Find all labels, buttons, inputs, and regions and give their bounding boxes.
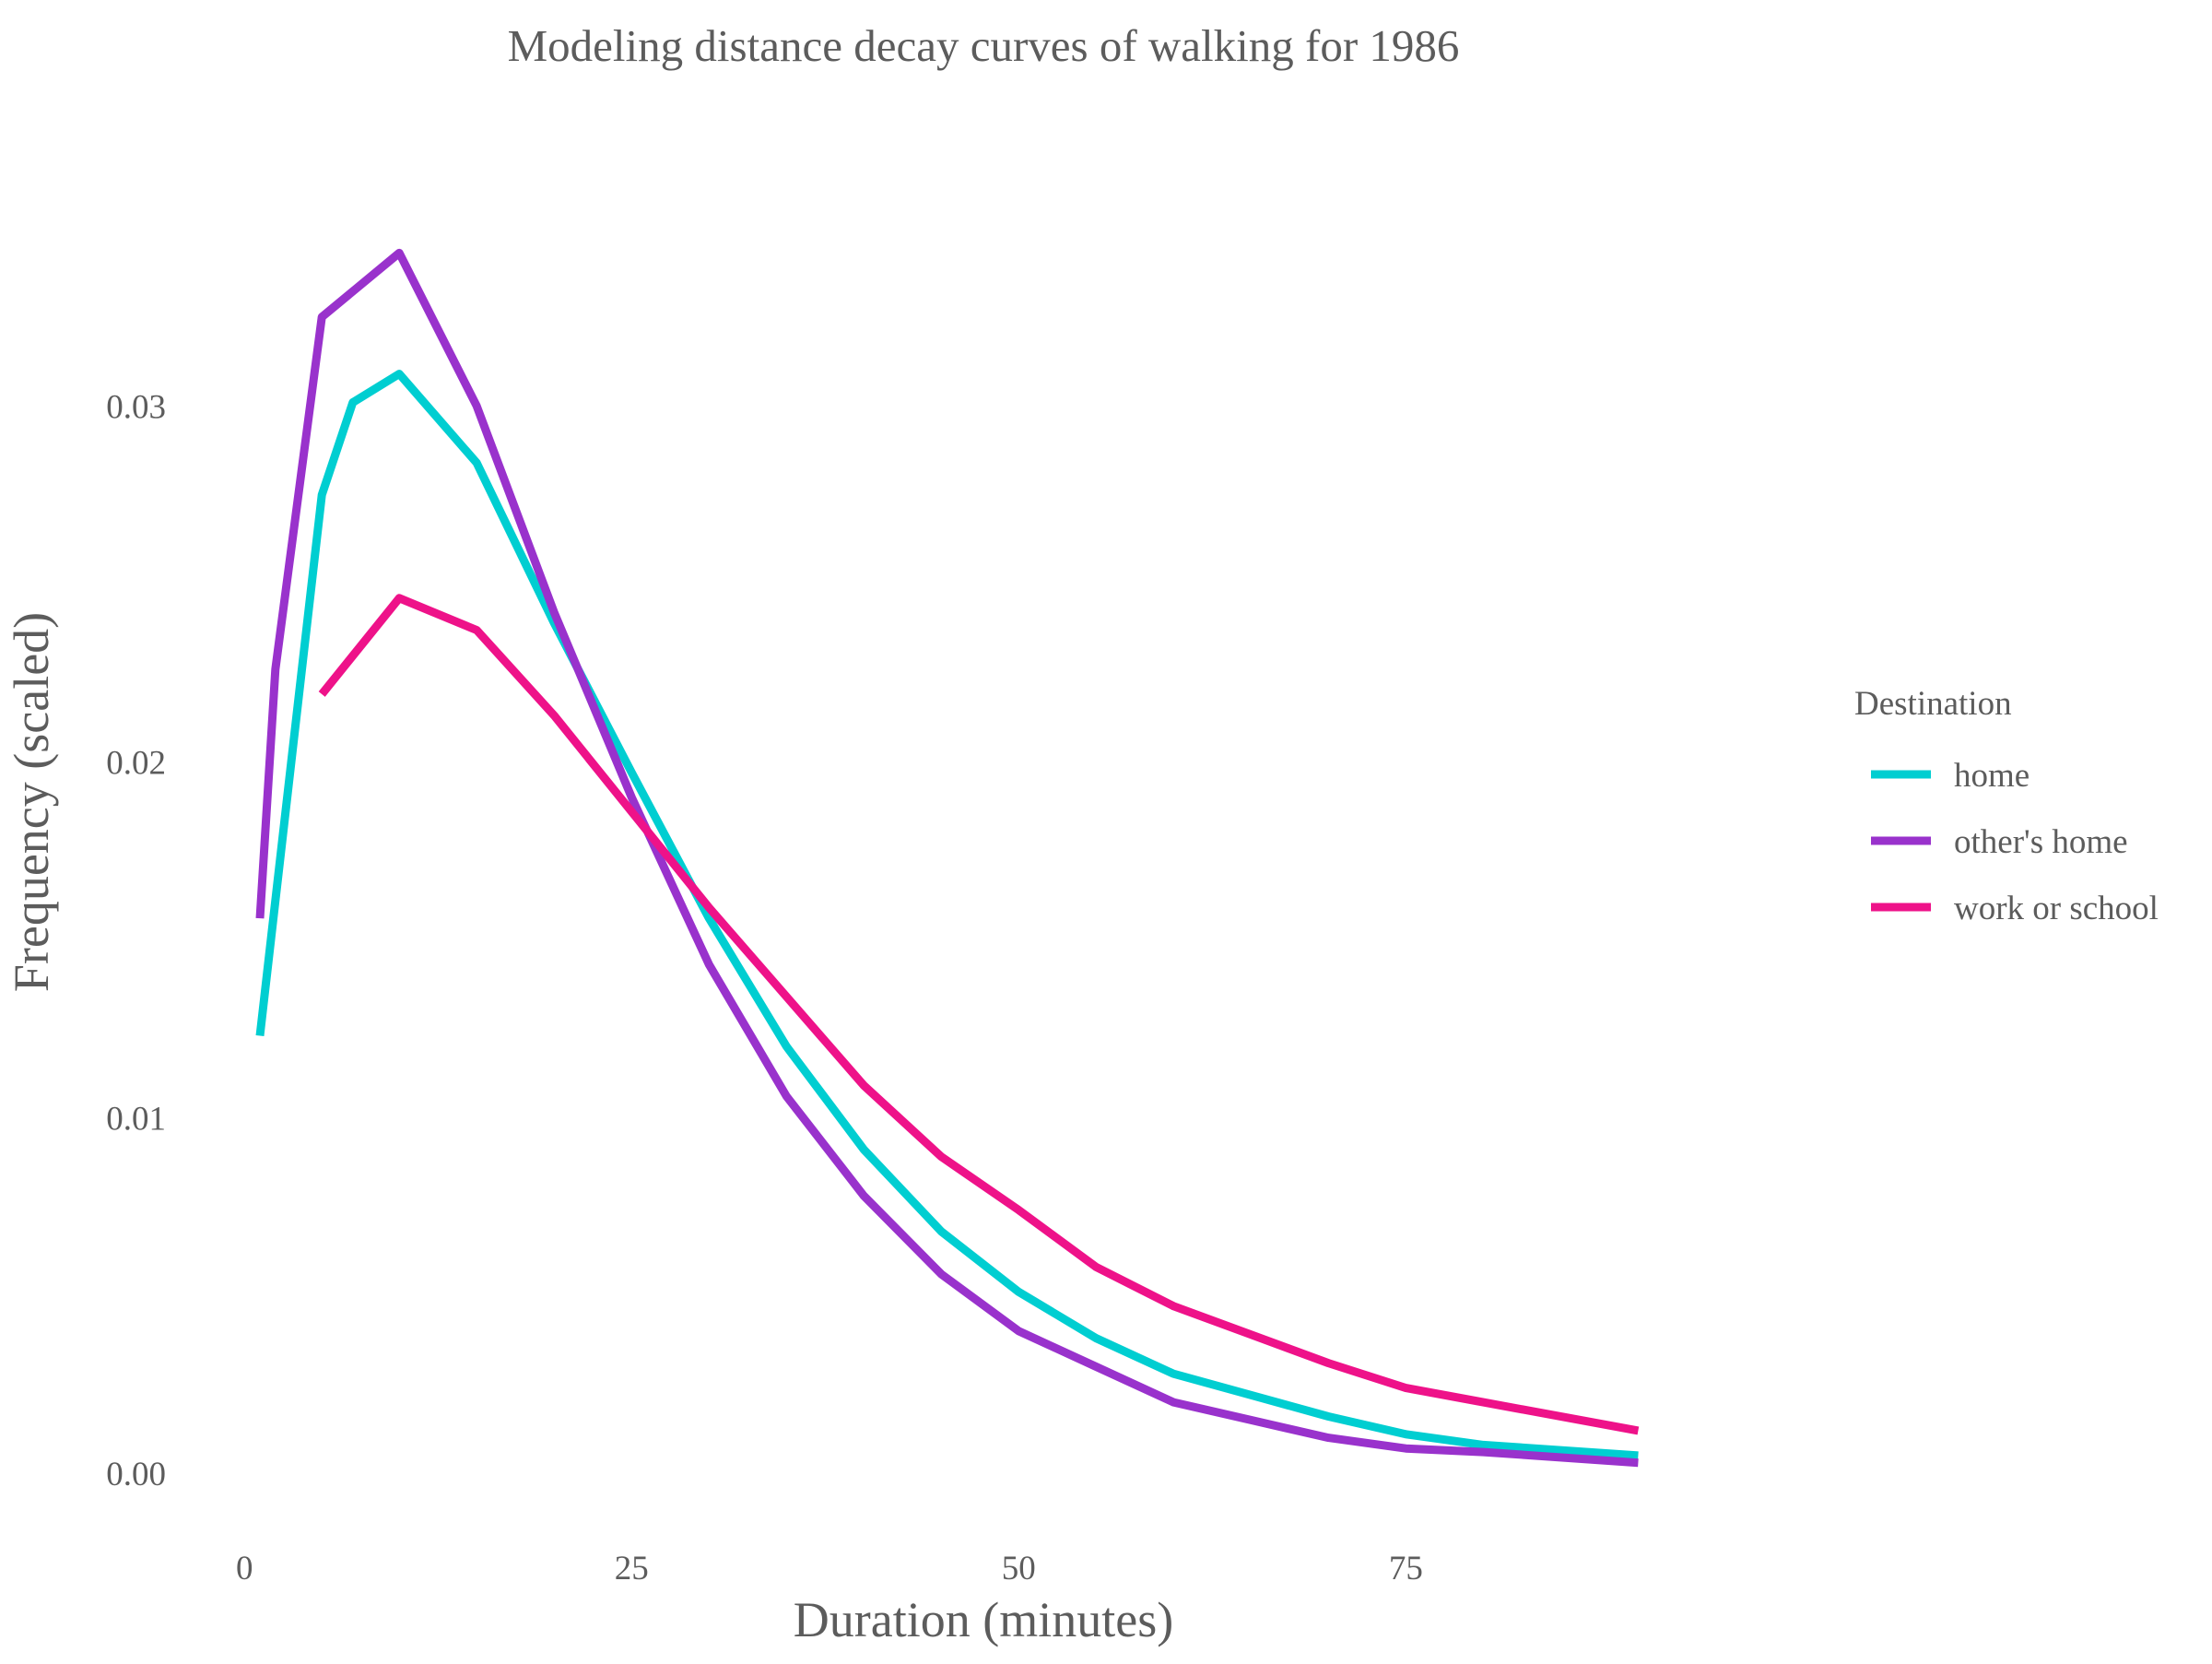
x-tick-label: 25	[615, 1550, 649, 1587]
legend-label: home	[1954, 757, 2030, 795]
y-axis-ticks: 0.00 0.01 0.02 0.03	[106, 388, 166, 1493]
x-tick-label: 0	[236, 1550, 253, 1587]
legend-title: Destination	[1854, 685, 2012, 723]
y-axis-title: Frequency (scaled)	[4, 612, 59, 992]
x-tick-label: 75	[1389, 1550, 1423, 1587]
chart-title: Modeling distance decay curves of walkin…	[508, 20, 1460, 71]
y-tick-label: 0.02	[106, 744, 166, 782]
legend-items: home other's home work or school	[1871, 757, 2159, 927]
y-tick-label: 0.01	[106, 1100, 166, 1138]
series-line-other-s-home	[255, 248, 1639, 1468]
legend-label: work or school	[1954, 890, 2159, 927]
y-tick-label: 0.00	[106, 1456, 166, 1493]
series-layer	[255, 248, 1640, 1468]
series-line-work-or-school	[318, 594, 1640, 1435]
x-axis-title: Duration (minutes)	[794, 1592, 1173, 1647]
y-tick-label: 0.03	[106, 388, 166, 426]
legend: Destination home other's home work or scho…	[1854, 685, 2159, 927]
x-tick-label: 50	[1002, 1550, 1036, 1587]
x-axis-ticks: 0 25 50 75	[236, 1550, 1423, 1587]
series-line-home	[255, 370, 1639, 1460]
legend-label: other's home	[1954, 823, 2128, 861]
